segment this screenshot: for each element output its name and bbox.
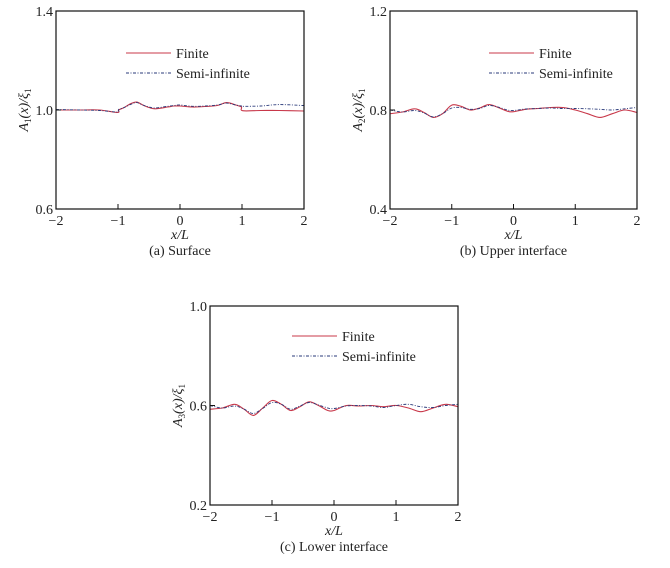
panel-caption: (b) Upper interface [460,244,567,259]
x-tick-label: −1 [111,214,126,229]
legend-finite-label: Finite [342,330,375,345]
x-tick-label: 0 [510,214,517,229]
x-tick-label: 0 [177,214,184,229]
x-axis-label: x/L [324,524,343,539]
panel-caption: (a) Surface [149,244,211,259]
x-tick-label: −2 [49,214,64,229]
legend-finite-label: Finite [176,47,209,62]
plot-frame [389,10,638,210]
y-tick-label: 1.4 [36,5,54,20]
legend: Finite Semi-infinite [126,47,250,82]
x-tick-label: 2 [455,510,462,525]
y-tick-label: 1.2 [370,5,388,20]
legend-semi-infinite-label: Semi-infinite [539,67,613,82]
legend-semi-infinite-label: Semi-infinite [342,350,416,365]
semi-infinite-series-line [209,401,459,414]
panel-caption: (c) Lower interface [280,540,388,555]
chart-panel-b: 0.4 0.8 1.2 −2 −1 0 1 2 x/L(b) Upper interface A2… [351,5,641,259]
x-tick-label: 2 [301,214,308,229]
x-tick-label: −2 [203,510,218,525]
x-tick-label: 1 [393,510,400,525]
x-tick-label: 1 [572,214,579,229]
legend: Finite Semi-infinite [292,330,416,365]
y-tick-label: 0.2 [190,499,208,514]
x-tick-label: −1 [444,214,459,229]
finite-series-line [56,101,305,114]
x-tick-label: 0 [331,510,338,525]
chart-panel-a: 0.6 1.0 1.4 −2 −1 0 1 2 x/L(a) Surface A1(x)/ξ1 Fi… [17,5,308,259]
y-axis-label: A2(x)/ξ1 [351,89,367,133]
semi-infinite-series-line [55,102,305,113]
x-tick-label: 1 [239,214,246,229]
x-tick-label: −2 [383,214,398,229]
y-tick-label: 0.6 [36,203,54,218]
x-tick-label: −1 [265,510,280,525]
x-axis-label: x/L [170,228,189,243]
finite-series-line [209,399,459,416]
legend-semi-infinite-label: Semi-infinite [176,67,250,82]
legend: Finite Semi-infinite [489,47,613,82]
legend-finite-label: Finite [539,47,572,62]
x-tick-label: 2 [634,214,641,229]
y-tick-label: 0.6 [190,400,208,415]
y-tick-label: 0.4 [370,203,388,218]
x-axis-label: x/L [504,228,523,243]
y-axis-label: A3(x)/ξ1 [171,384,187,428]
y-tick-label: 1.0 [190,300,208,315]
semi-infinite-series-line [389,105,638,118]
y-axis-label: A1(x)/ξ1 [17,89,33,133]
chart-panel-c: 0.2 0.6 1.0 −2 −1 0 1 2 x/L(c) Lower interface A3… [171,300,462,555]
finite-series-line [389,104,638,118]
y-tick-label: 1.0 [36,104,54,119]
y-tick-label: 0.8 [370,104,388,119]
